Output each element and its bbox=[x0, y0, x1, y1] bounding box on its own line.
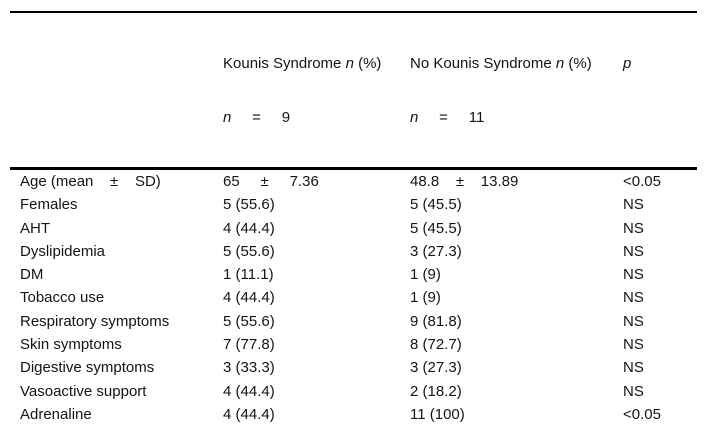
header-variable-blank bbox=[10, 12, 223, 170]
table-row-adrenaline: Adrenaline 4 (44.4) 11 (100) <0.05 bbox=[10, 403, 697, 426]
table-row-skin: Skin symptoms 7 (77.8) 8 (72.7) NS bbox=[10, 333, 697, 356]
row-label-cell: DM bbox=[10, 263, 223, 286]
p-value: NS bbox=[623, 289, 644, 307]
row-label-cell: Digestive symptoms bbox=[10, 356, 223, 379]
kounis-value: 4 (44.4) bbox=[223, 405, 275, 423]
no-kounis-value: 2 (18.2) bbox=[410, 382, 462, 400]
kounis-value: 5 (55.6) bbox=[223, 242, 275, 260]
header-kounis-title-text: Kounis Syndrome bbox=[223, 55, 346, 72]
row-label-cell: Tobacco use bbox=[10, 286, 223, 309]
header-kounis-percent: (%) bbox=[353, 55, 382, 72]
row-label-cell: Females bbox=[10, 193, 223, 216]
table-row-dyslipidemia: Dyslipidemia 5 (55.6) 3 (27.3) NS bbox=[10, 240, 697, 263]
row-label-cell: Dyslipidemia bbox=[10, 240, 223, 263]
no-kounis-value: 11 (100) bbox=[410, 405, 465, 423]
table-row-dm: DM 1 (11.1) 1 (9) NS bbox=[10, 263, 697, 286]
row-label-cell: Adrenaline bbox=[10, 403, 223, 426]
header-kounis-group: Kounis Syndrome n (%) n = 9 bbox=[223, 12, 410, 170]
table-row-aht: AHT 4 (44.4) 5 (45.5) NS bbox=[10, 217, 697, 240]
kounis-value: 65 ± 7.36 bbox=[223, 173, 319, 190]
row-label: Digestive symptoms bbox=[20, 359, 155, 377]
no-kounis-value: 5 (45.5) bbox=[410, 219, 462, 237]
header-p-symbol: p bbox=[623, 55, 632, 72]
header-no-kounis-count: n = 11 bbox=[410, 108, 623, 128]
row-label: Adrenaline bbox=[20, 405, 92, 423]
no-kounis-value: 3 (27.3) bbox=[410, 359, 462, 377]
p-value: <0.05 bbox=[623, 173, 661, 190]
table-header: Kounis Syndrome n (%) n = 9 No Kounis Sy… bbox=[10, 12, 697, 170]
comparison-table: Kounis Syndrome n (%) n = 9 No Kounis Sy… bbox=[10, 11, 697, 428]
p-value: NS bbox=[623, 266, 644, 284]
header-kounis-count-n-symbol: n bbox=[223, 109, 232, 126]
header-no-kounis-count-n-symbol: n bbox=[410, 109, 419, 126]
table-row-respiratory: Respiratory symptoms 5 (55.6) 9 (81.8) N… bbox=[10, 310, 697, 333]
kounis-value: 1 (11.1) bbox=[223, 266, 274, 284]
row-label: Age (mean ± SD) bbox=[20, 173, 161, 190]
row-label-cell: Vasoactive support bbox=[10, 380, 223, 403]
header-kounis-count-value: = 9 bbox=[231, 109, 291, 126]
kounis-value: 5 (55.6) bbox=[223, 196, 275, 214]
no-kounis-value: 48.8 ± 13.89 bbox=[410, 173, 519, 190]
header-no-kounis-title-text: No Kounis Syndrome bbox=[410, 55, 556, 72]
header-no-kounis-percent: (%) bbox=[564, 55, 592, 72]
kounis-value: 4 (44.4) bbox=[223, 382, 275, 400]
p-value: NS bbox=[623, 312, 644, 330]
no-kounis-value: 1 (9) bbox=[410, 266, 441, 284]
row-label: Dyslipidemia bbox=[20, 242, 106, 260]
p-value: NS bbox=[623, 336, 644, 354]
row-label: DM bbox=[20, 266, 44, 284]
header-kounis-title: Kounis Syndrome n (%) bbox=[223, 54, 410, 74]
table-row-tobacco: Tobacco use 4 (44.4) 1 (9) NS bbox=[10, 286, 697, 309]
p-value: <0.05 bbox=[623, 405, 661, 423]
table-row-digestive: Digestive symptoms 3 (33.3) 3 (27.3) NS bbox=[10, 356, 697, 379]
header-no-kounis-group: No Kounis Syndrome n (%) n = 11 bbox=[410, 12, 623, 170]
row-label: Tobacco use bbox=[20, 289, 105, 307]
row-label-cell: Age (mean ± SD) bbox=[10, 169, 223, 194]
table-row-females: Females 5 (55.6) 5 (45.5) NS bbox=[10, 193, 697, 216]
p-value: NS bbox=[623, 219, 644, 237]
p-value: NS bbox=[623, 382, 644, 400]
p-value: NS bbox=[623, 196, 644, 214]
row-label-cell: Skin symptoms bbox=[10, 333, 223, 356]
kounis-value: 4 (44.4) bbox=[223, 219, 275, 237]
row-label: Skin symptoms bbox=[20, 336, 122, 354]
row-label-cell: AHT bbox=[10, 217, 223, 240]
table-body: Age (mean ± SD) 65 ± 7.36 48.8 ± 13.89 <… bbox=[10, 169, 697, 428]
header-kounis-n-symbol: n bbox=[345, 55, 354, 72]
no-kounis-value: 3 (27.3) bbox=[410, 242, 462, 260]
comparison-table-container: Kounis Syndrome n (%) n = 9 No Kounis Sy… bbox=[10, 11, 697, 428]
p-value: NS bbox=[623, 359, 644, 377]
row-label: AHT bbox=[20, 219, 50, 237]
table-row-vasoactive: Vasoactive support 4 (44.4) 2 (18.2) NS bbox=[10, 380, 697, 403]
header-kounis-count: n = 9 bbox=[223, 108, 410, 128]
no-kounis-value: 9 (81.8) bbox=[410, 312, 462, 330]
header-row: Kounis Syndrome n (%) n = 9 No Kounis Sy… bbox=[10, 12, 697, 170]
p-value: NS bbox=[623, 242, 644, 260]
row-label: Respiratory symptoms bbox=[20, 312, 170, 330]
no-kounis-value: 1 (9) bbox=[410, 289, 441, 307]
table-row-age: Age (mean ± SD) 65 ± 7.36 48.8 ± 13.89 <… bbox=[10, 169, 697, 194]
kounis-value: 3 (33.3) bbox=[223, 359, 275, 377]
row-label: Females bbox=[20, 196, 78, 214]
header-no-kounis-n-symbol: n bbox=[555, 55, 565, 72]
row-label: Vasoactive support bbox=[20, 382, 147, 400]
header-p-column: p bbox=[623, 12, 697, 170]
kounis-value: 4 (44.4) bbox=[223, 289, 275, 307]
kounis-value: 5 (55.6) bbox=[223, 312, 275, 330]
header-no-kounis-count-value: = 11 bbox=[418, 109, 485, 126]
row-label-cell: Respiratory symptoms bbox=[10, 310, 223, 333]
header-no-kounis-title: No Kounis Syndrome n (%) bbox=[410, 54, 623, 74]
no-kounis-value: 8 (72.7) bbox=[410, 336, 462, 354]
header-p-title: p bbox=[623, 54, 697, 74]
kounis-value: 7 (77.8) bbox=[223, 336, 275, 354]
no-kounis-value: 5 (45.5) bbox=[410, 196, 462, 214]
